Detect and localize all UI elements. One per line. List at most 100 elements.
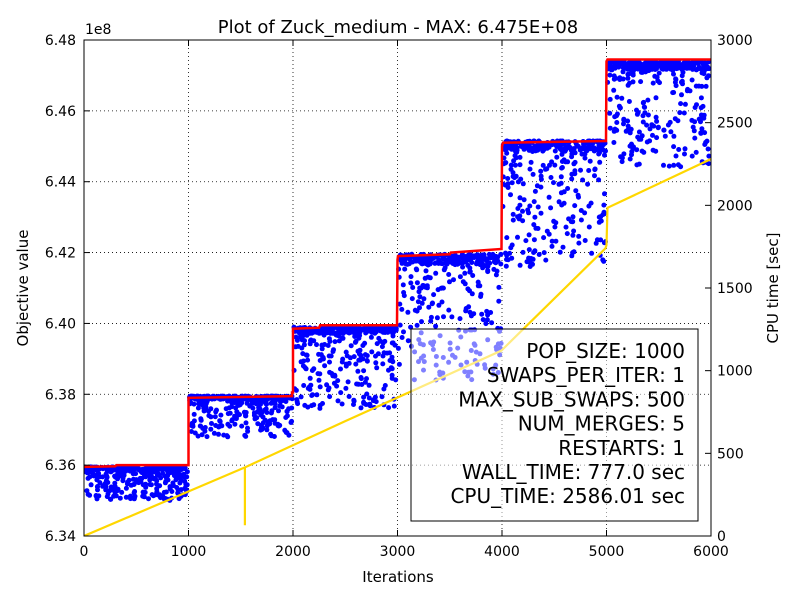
scatter-point xyxy=(593,240,599,246)
scatter-point xyxy=(452,262,458,268)
scatter-point xyxy=(433,270,439,276)
scatter-point xyxy=(436,302,442,308)
scatter-point xyxy=(128,496,133,502)
scatter-point xyxy=(561,189,567,195)
scatter-point xyxy=(360,356,366,362)
scatter-point xyxy=(302,402,308,408)
scatter-point xyxy=(372,330,378,336)
scatter-point xyxy=(414,322,420,328)
scatter-point xyxy=(179,467,184,472)
scatter-point xyxy=(528,256,534,261)
scatter-point xyxy=(357,333,363,338)
scatter-point xyxy=(653,114,659,120)
scatter-point xyxy=(410,285,416,290)
scatter-point xyxy=(348,343,354,349)
scatter-point xyxy=(578,208,584,213)
scatter-point xyxy=(428,318,434,324)
scatter-point xyxy=(520,218,526,224)
scatter-point xyxy=(689,153,695,159)
y-tick-label: 6.46 xyxy=(45,104,76,120)
scatter-point xyxy=(368,334,374,340)
scatter-point xyxy=(309,393,315,398)
scatter-point xyxy=(461,256,467,262)
scatter-point xyxy=(364,358,370,364)
scatter-point xyxy=(578,167,583,173)
scatter-point xyxy=(387,350,393,356)
scatter-point xyxy=(678,101,684,107)
info-box-line: NUM_MERGES: 5 xyxy=(518,412,685,436)
scatter-point xyxy=(349,329,355,335)
scatter-point xyxy=(373,353,378,359)
scatter-point xyxy=(272,405,278,411)
scatter-point xyxy=(131,481,137,487)
scatter-point xyxy=(359,382,365,387)
scatter-point xyxy=(438,260,444,266)
scatter-point xyxy=(235,402,241,408)
scatter-point xyxy=(206,408,211,414)
info-box-line: MAX_SUB_SWAPS: 500 xyxy=(458,387,685,411)
scatter-point xyxy=(320,355,326,361)
scatter-point xyxy=(399,306,405,312)
scatter-point xyxy=(354,381,360,387)
scatter-point xyxy=(693,149,699,155)
scatter-point xyxy=(619,95,625,101)
scatter-point xyxy=(160,493,166,499)
scatter-point xyxy=(441,314,446,320)
scatter-point xyxy=(120,475,126,481)
scatter-point xyxy=(607,96,613,102)
scatter-point xyxy=(586,224,592,230)
scatter-point xyxy=(564,145,570,151)
scatter-point xyxy=(417,294,423,300)
scatter-point xyxy=(636,161,642,167)
scatter-point xyxy=(485,267,491,273)
scatter-point xyxy=(239,423,245,429)
scatter-point xyxy=(103,487,109,493)
scatter-point xyxy=(327,394,333,400)
scatter-point xyxy=(402,266,408,272)
scatter-point xyxy=(553,238,559,244)
scatter-point xyxy=(211,430,217,436)
scatter-point xyxy=(642,104,648,110)
scatter-point xyxy=(326,336,332,342)
scatter-point xyxy=(467,257,473,263)
scatter-point xyxy=(132,489,138,494)
chart-title: Plot of Zuck_medium - MAX: 6.475E+08 xyxy=(218,17,579,38)
scatter-point xyxy=(264,410,270,415)
scatter-point xyxy=(393,377,399,383)
scatter-point xyxy=(570,214,576,220)
scatter-point xyxy=(278,399,283,405)
scatter-point xyxy=(431,292,437,298)
scatter-point xyxy=(410,259,416,265)
scatter-point xyxy=(351,402,356,407)
scatter-point xyxy=(216,424,222,430)
scatter-point xyxy=(442,265,448,271)
scatter-point xyxy=(141,469,147,475)
scatter-point xyxy=(340,329,346,335)
scatter-point xyxy=(526,232,532,238)
scatter-point xyxy=(534,183,540,189)
info-box-line: CPU_TIME: 2586.01 sec xyxy=(450,484,685,508)
scatter-point xyxy=(110,467,116,473)
scatter-point xyxy=(606,65,612,71)
scatter-point xyxy=(520,249,526,255)
y2-tick-label: 0 xyxy=(717,529,726,545)
scatter-point xyxy=(571,228,577,234)
scatter-point xyxy=(540,142,546,148)
scatter-point xyxy=(540,147,545,153)
info-box xyxy=(410,328,699,522)
scatter-point xyxy=(662,133,668,139)
scatter-point xyxy=(94,472,100,478)
scatter-point xyxy=(671,71,676,77)
scatter-point xyxy=(614,94,620,100)
scatter-point xyxy=(421,296,427,302)
scatter-point xyxy=(647,138,653,144)
scatter-point xyxy=(679,78,685,84)
scatter-point xyxy=(559,151,565,157)
scatter-point xyxy=(560,244,566,250)
scatter-point xyxy=(644,122,650,128)
scatter-point xyxy=(380,340,386,346)
scatter-point xyxy=(544,142,550,148)
scatter-point xyxy=(621,116,627,122)
scatter-point xyxy=(647,126,653,132)
scatter-point xyxy=(326,353,332,359)
